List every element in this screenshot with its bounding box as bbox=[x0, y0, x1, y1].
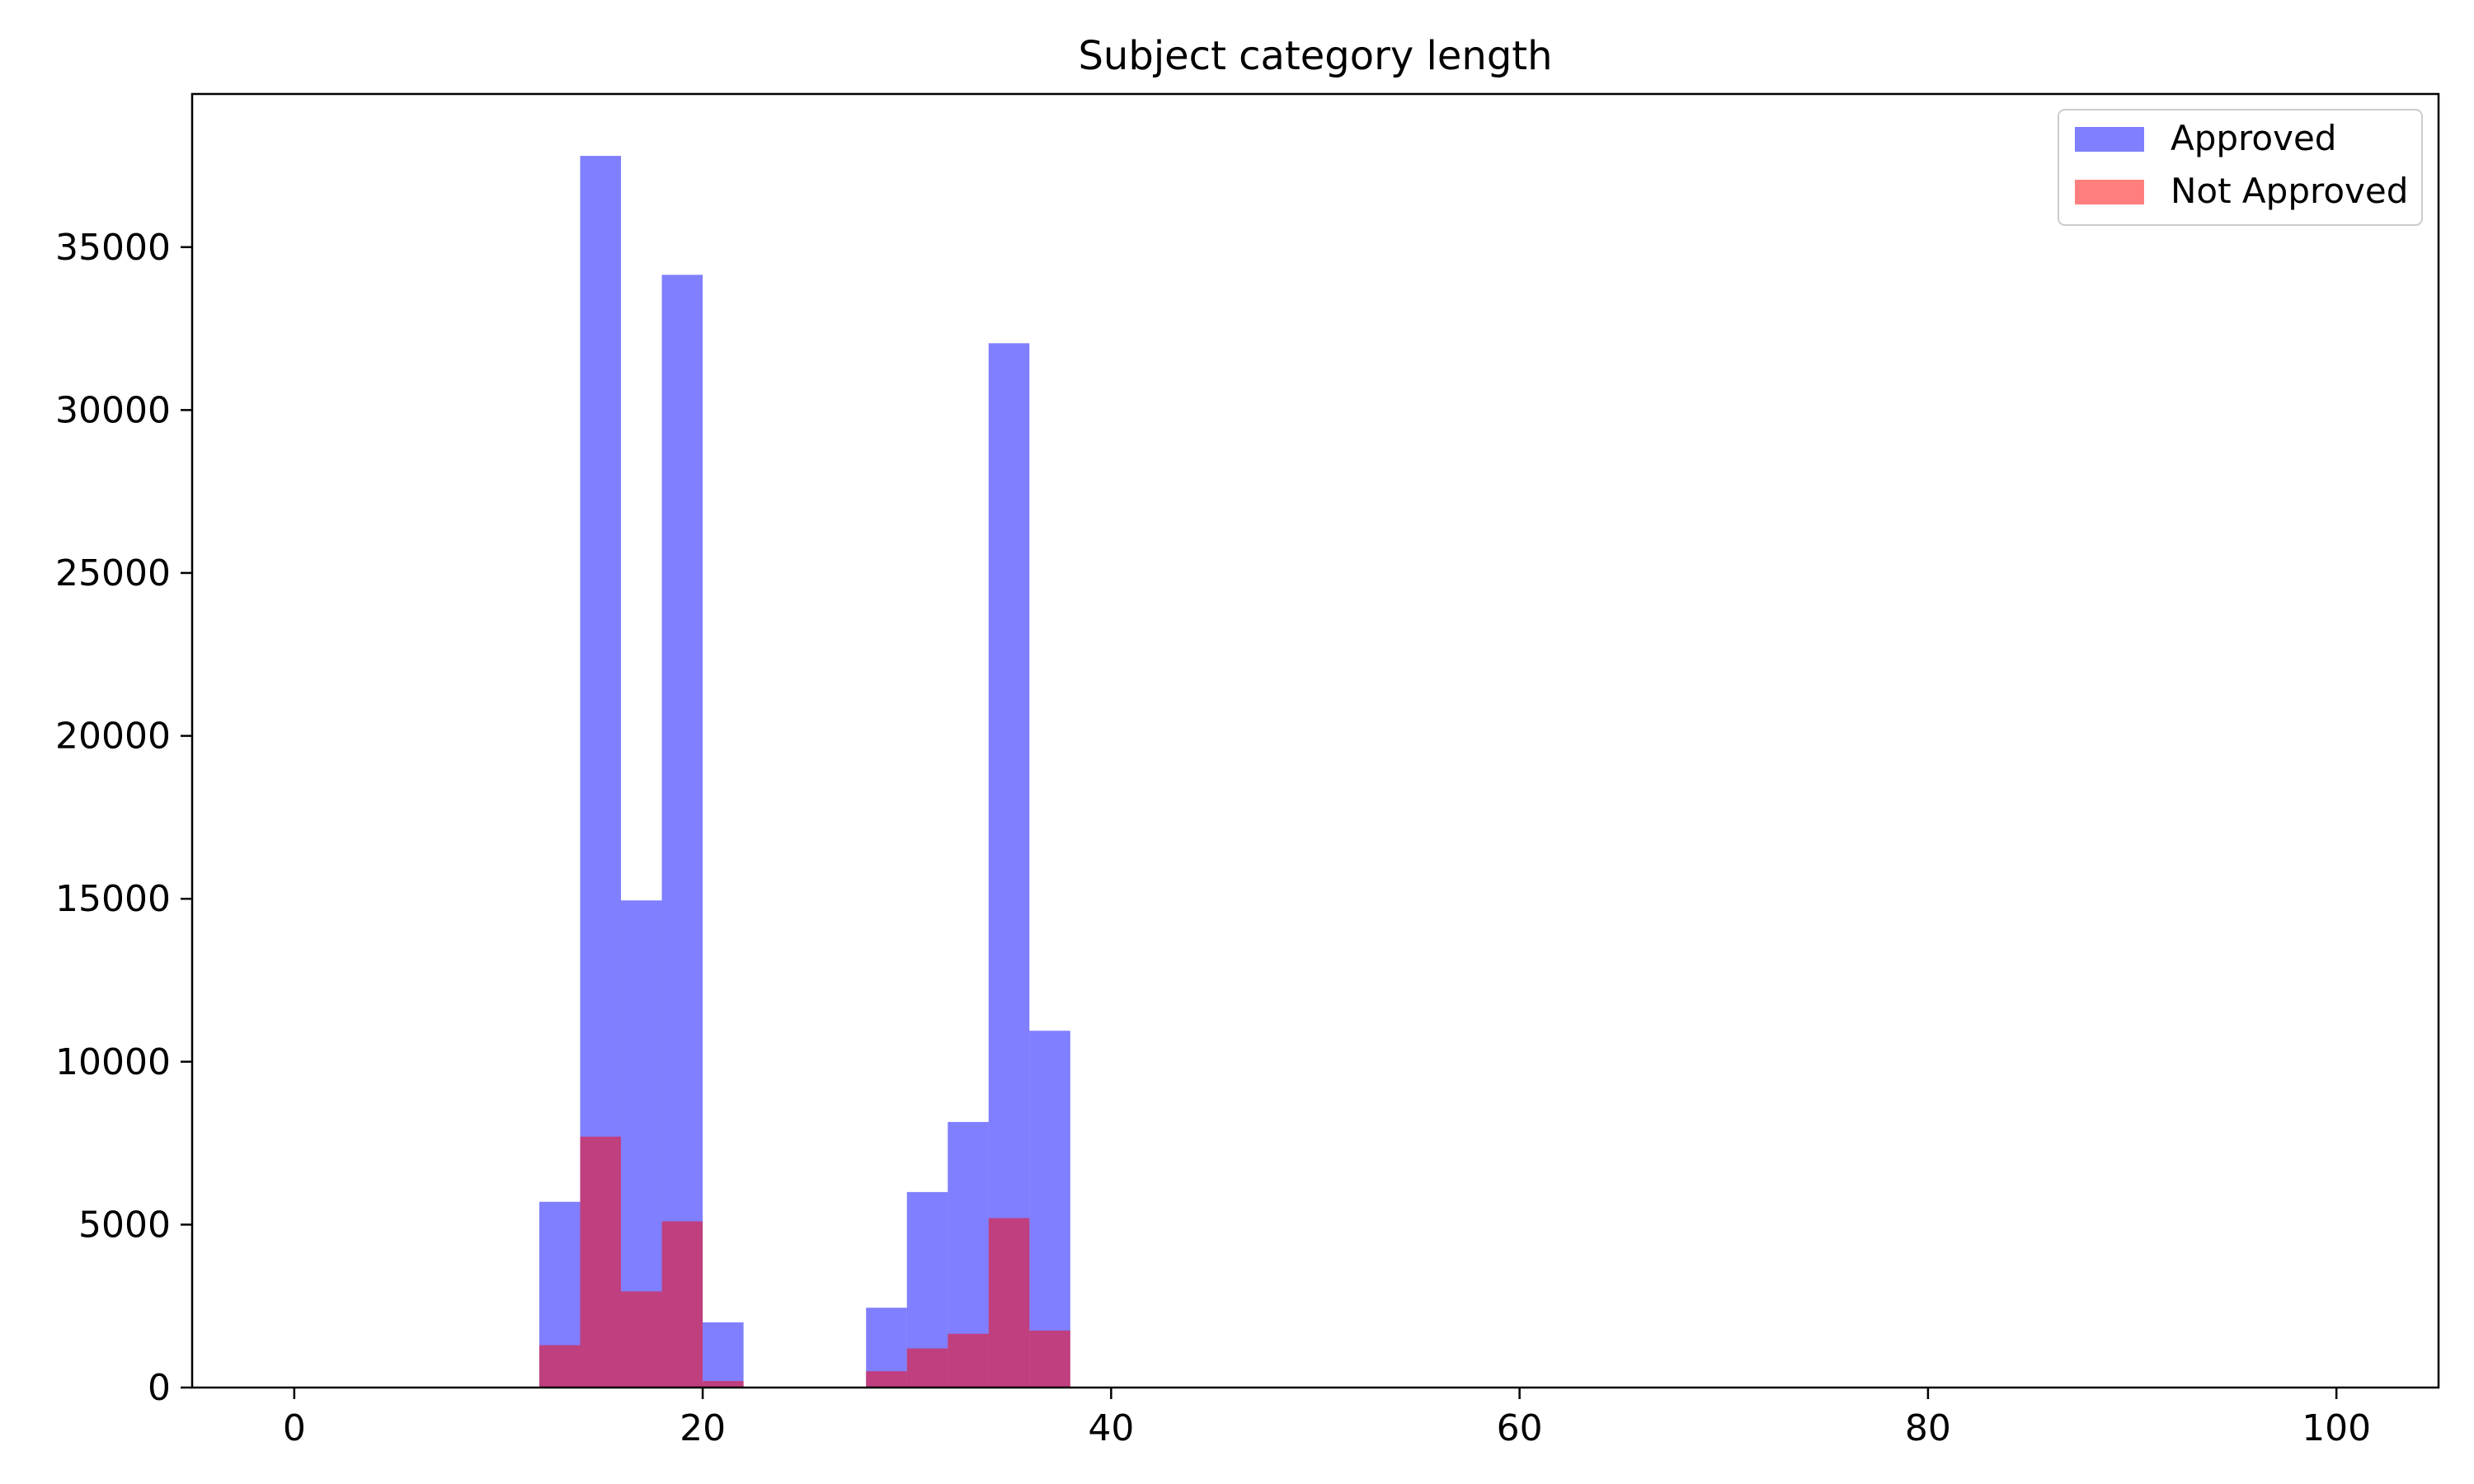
legend-swatch-not-approved bbox=[2075, 180, 2144, 204]
approved-bar-34 bbox=[988, 343, 1030, 1388]
y-tick-label-5000: 5000 bbox=[78, 1204, 171, 1246]
legend-swatch-approved bbox=[2075, 127, 2144, 152]
not-approved-bar-30 bbox=[906, 1348, 948, 1388]
y-tick-label-25000: 25000 bbox=[55, 552, 171, 594]
x-tick-label-40: 40 bbox=[1088, 1407, 1134, 1449]
axes-layer: 0 20 40 60 80 100 0 5000 10000 15000 20000 25000 300… bbox=[55, 92, 2440, 1449]
not-approved-bar-28 bbox=[866, 1371, 907, 1388]
y-tick-label-10000: 10000 bbox=[55, 1041, 171, 1083]
bars-layer bbox=[539, 156, 1070, 1388]
y-tick-label-35000: 35000 bbox=[55, 227, 171, 269]
approved-bar-36 bbox=[1029, 1031, 1070, 1388]
approved-bar-18 bbox=[661, 275, 703, 1388]
not-approved-bar-16 bbox=[621, 1291, 662, 1388]
x-tick-label-100: 100 bbox=[2302, 1407, 2371, 1449]
legend-box bbox=[2058, 109, 2423, 226]
x-tick-label-80: 80 bbox=[1905, 1407, 1951, 1449]
y-tick-label-20000: 20000 bbox=[55, 716, 171, 758]
not-approved-bar-12 bbox=[539, 1345, 581, 1388]
y-tick-label-15000: 15000 bbox=[55, 878, 171, 920]
not-approved-bar-32 bbox=[948, 1333, 989, 1388]
not-approved-bar-14 bbox=[580, 1136, 622, 1388]
x-tick-label-0: 0 bbox=[283, 1407, 306, 1449]
not-approved-bar-34 bbox=[988, 1218, 1030, 1388]
y-tick-label-0: 0 bbox=[148, 1367, 171, 1409]
plot-frame bbox=[190, 92, 2440, 1389]
legend-label-approved: Approved bbox=[2171, 118, 2336, 158]
not-approved-bar-20 bbox=[703, 1381, 744, 1388]
chart-title: Subject category length bbox=[1078, 33, 1552, 79]
not-approved-bar-18 bbox=[661, 1221, 703, 1388]
y-tick-label-30000: 30000 bbox=[55, 389, 171, 431]
x-tick-label-60: 60 bbox=[1497, 1407, 1543, 1449]
x-tick-label-20: 20 bbox=[680, 1407, 726, 1449]
not-approved-bar-36 bbox=[1029, 1330, 1070, 1388]
legend: Approved Not Approved bbox=[2058, 109, 2423, 226]
approved-bar-20 bbox=[703, 1322, 744, 1388]
legend-label-not-approved: Not Approved bbox=[2171, 171, 2408, 211]
